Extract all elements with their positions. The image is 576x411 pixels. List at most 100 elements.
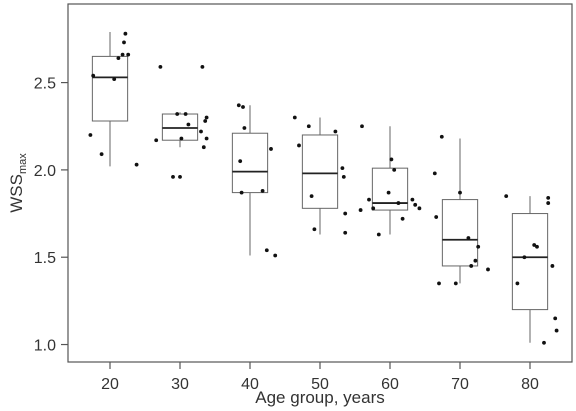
x-axis-title: Age group, years — [255, 388, 384, 407]
box-body — [441, 199, 479, 267]
data-point — [126, 52, 131, 57]
data-point — [175, 112, 180, 116]
data-point — [554, 328, 559, 333]
box-group — [91, 31, 129, 167]
data-point — [88, 133, 93, 137]
data-point — [434, 215, 439, 219]
data-point — [396, 201, 401, 205]
data-point — [367, 197, 371, 202]
data-point — [458, 190, 462, 195]
data-point — [400, 216, 405, 221]
x-tick-label: 30 — [171, 376, 189, 393]
data-point — [112, 77, 117, 81]
y-axis-title-main: WSS — [7, 174, 26, 213]
data-point — [186, 122, 191, 127]
y-tick-label: 2.5 — [34, 76, 56, 93]
box-group — [231, 105, 269, 256]
data-point — [343, 211, 348, 216]
axes: 1.0 1.5 2.0 2.5 20 30 40 50 60 70 80 — [34, 76, 539, 393]
data-point — [171, 174, 175, 179]
y-tick-label: 1.0 — [34, 338, 56, 355]
box-group — [371, 126, 409, 235]
data-point — [413, 202, 418, 207]
data-point — [158, 64, 163, 69]
data-point — [535, 244, 539, 249]
data-point — [392, 168, 397, 172]
data-point — [486, 267, 490, 272]
x-tick-label: 80 — [521, 376, 539, 393]
data-point — [238, 159, 243, 164]
point-series — [88, 31, 559, 345]
y-tick-label: 1.5 — [34, 250, 56, 267]
data-point — [358, 208, 363, 212]
data-point — [504, 194, 509, 198]
data-point — [91, 73, 96, 78]
data-point — [264, 248, 269, 253]
y-axis-title-text: WSSmax — [7, 153, 29, 213]
box-body — [91, 55, 129, 122]
data-point — [376, 232, 381, 237]
data-point — [476, 244, 481, 249]
data-point — [154, 138, 159, 143]
x-tick-label: 20 — [101, 376, 119, 393]
data-point — [292, 115, 297, 120]
data-point — [116, 56, 121, 61]
box-group — [161, 112, 199, 148]
data-point — [122, 40, 126, 45]
x-tick-label: 60 — [381, 376, 399, 393]
data-point — [546, 201, 551, 205]
data-point — [241, 105, 245, 109]
data-point — [260, 188, 265, 193]
data-point — [437, 281, 441, 286]
data-point — [297, 143, 301, 148]
data-point — [386, 190, 391, 195]
data-point — [389, 157, 394, 162]
data-point — [120, 52, 125, 57]
data-point — [239, 190, 244, 195]
data-point — [200, 64, 205, 69]
data-point — [439, 134, 444, 139]
data-point — [201, 145, 206, 150]
box-group — [511, 196, 549, 343]
data-point — [306, 124, 311, 129]
box-body — [511, 213, 549, 311]
data-point — [273, 253, 278, 258]
y-tick-label: 2.0 — [34, 163, 56, 180]
data-point — [453, 281, 458, 286]
data-point — [309, 194, 314, 198]
y-axis-title: WSSmax — [7, 153, 29, 213]
y-axis-title-subscript: max — [17, 153, 29, 174]
data-point — [99, 152, 104, 157]
data-point — [546, 195, 551, 200]
data-point — [542, 340, 546, 345]
data-point — [123, 31, 128, 36]
data-point — [204, 136, 209, 141]
data-point — [466, 236, 471, 240]
data-point — [134, 162, 139, 167]
data-point — [178, 174, 182, 179]
data-point — [522, 255, 527, 260]
box-body — [301, 134, 339, 209]
data-point — [340, 166, 345, 171]
x-tick-label: 50 — [311, 376, 329, 393]
data-point — [203, 119, 208, 123]
data-point — [183, 112, 188, 116]
data-point — [312, 227, 317, 232]
data-point — [410, 197, 415, 202]
data-point — [371, 206, 376, 211]
box-body — [231, 132, 269, 194]
x-tick-label: 70 — [451, 376, 469, 393]
x-tick-label: 40 — [241, 376, 259, 393]
data-point — [199, 129, 203, 134]
data-point — [473, 258, 478, 263]
box-series — [91, 31, 549, 343]
data-point — [550, 264, 555, 268]
data-point — [469, 264, 474, 268]
data-point — [553, 316, 558, 321]
data-point — [360, 124, 364, 129]
data-point — [269, 147, 273, 151]
data-point — [515, 281, 520, 286]
data-point — [204, 115, 209, 120]
